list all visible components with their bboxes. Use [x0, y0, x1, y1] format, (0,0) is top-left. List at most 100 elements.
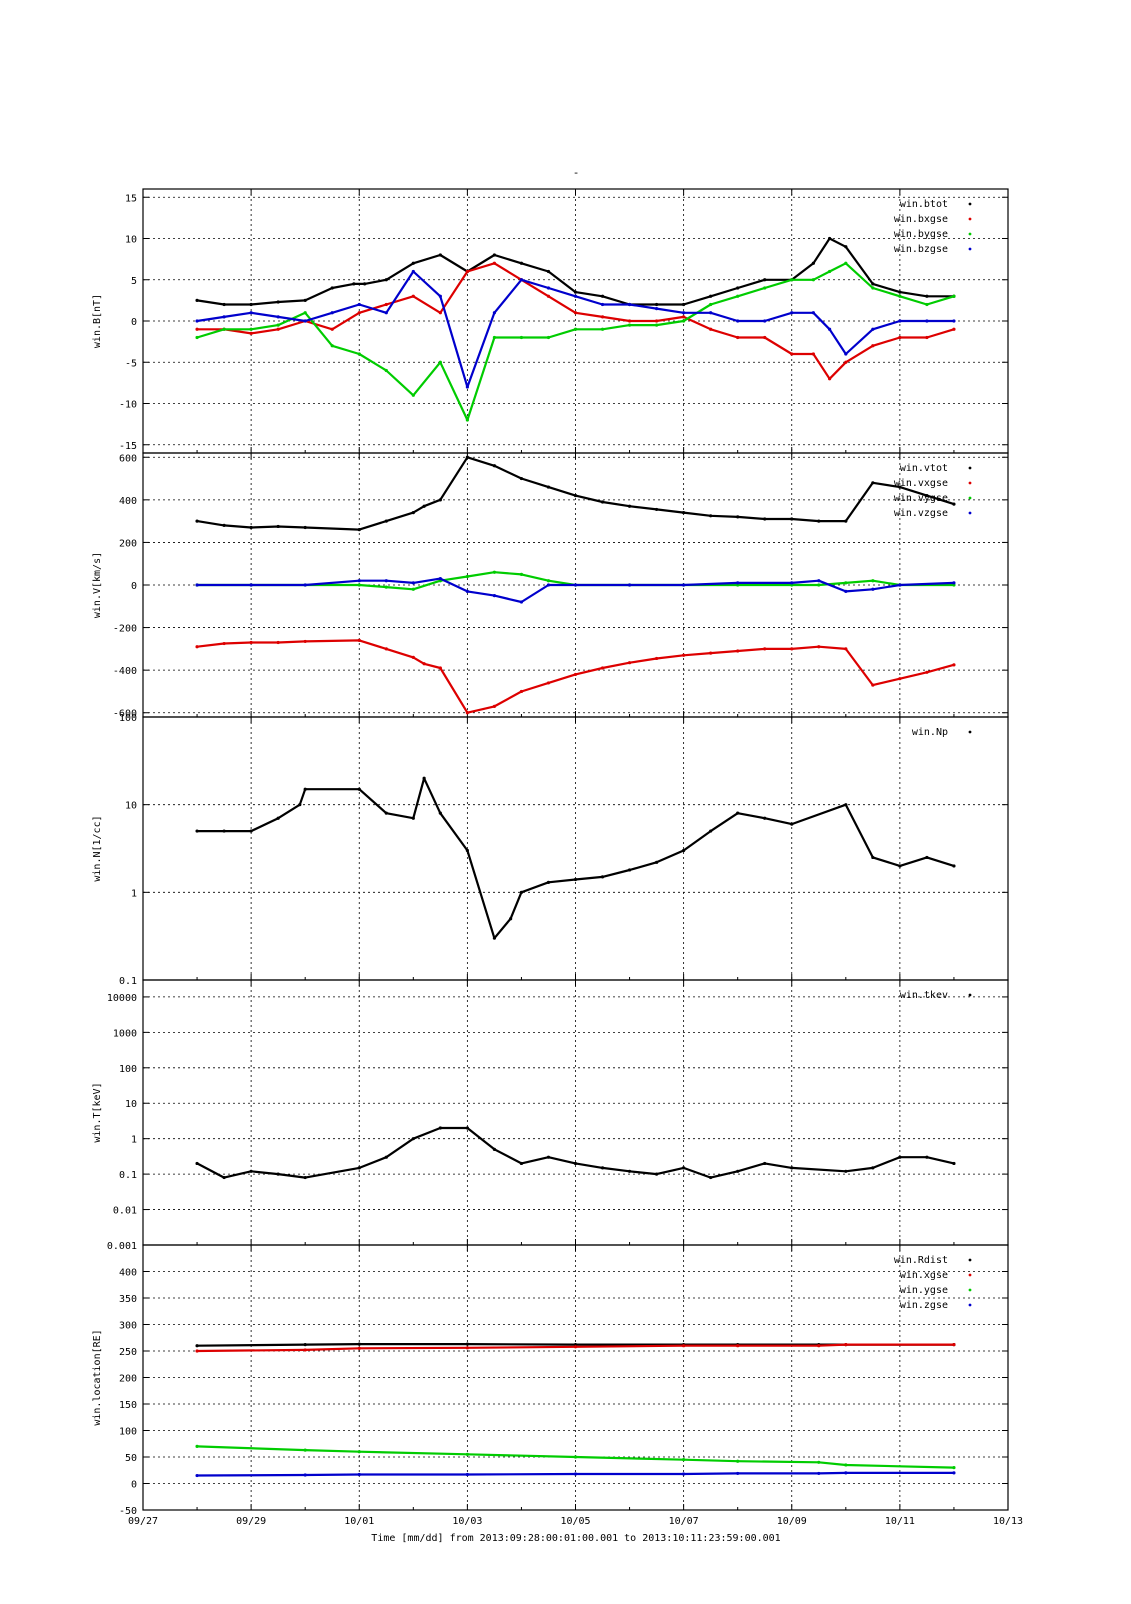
data-point [600, 315, 605, 319]
data-point [438, 666, 442, 670]
data-point [827, 327, 832, 331]
data-point [330, 327, 334, 331]
data-point [682, 315, 686, 319]
data-point [546, 681, 551, 685]
data-point [844, 589, 848, 593]
data-point [438, 811, 442, 815]
legend-marker [968, 730, 972, 734]
data-point [249, 583, 253, 587]
data-point [763, 517, 767, 521]
data-point [817, 1471, 821, 1476]
data-point [811, 352, 815, 356]
data-point [952, 1466, 956, 1470]
data-point [222, 641, 226, 646]
data-point [465, 1346, 469, 1350]
data-point [682, 1458, 686, 1462]
data-point [817, 1460, 821, 1464]
data-point [465, 848, 469, 853]
data-point [573, 290, 578, 294]
data-point [298, 803, 302, 807]
data-point [195, 319, 199, 323]
data-point [519, 476, 524, 481]
data-point [952, 502, 956, 506]
data-point [438, 253, 442, 257]
x-tick-label: 10/11 [885, 1516, 915, 1527]
data-point [411, 587, 415, 591]
data-point [249, 327, 253, 331]
series-line [197, 262, 955, 380]
data-point [654, 323, 659, 327]
data-point [871, 587, 875, 591]
legend-marker [968, 232, 972, 236]
data-point [303, 1348, 307, 1352]
legend-marker [968, 1258, 972, 1262]
data-point [682, 511, 686, 515]
data-point [465, 574, 469, 579]
data-point [357, 787, 361, 791]
series-line [197, 777, 955, 940]
data-point [952, 1471, 956, 1475]
data-point [573, 1472, 578, 1476]
data-point [709, 302, 713, 307]
legend-marker [968, 247, 972, 251]
data-point [790, 822, 794, 826]
data-point [817, 579, 821, 583]
data-point [384, 278, 388, 282]
data-point [952, 864, 956, 868]
data-point [276, 816, 280, 820]
data-point [600, 875, 605, 879]
data-point [952, 581, 956, 585]
x-tick-label: 09/29 [236, 1516, 266, 1527]
y-tick-label: -10 [119, 400, 137, 411]
series-line [197, 1343, 954, 1353]
data-point [303, 319, 307, 323]
data-point [925, 1155, 929, 1159]
data-point [195, 645, 199, 649]
data-point [600, 302, 605, 307]
legend-label: win.bxgse [894, 214, 948, 225]
data-point [357, 1346, 361, 1350]
data-point [736, 319, 740, 323]
data-point [763, 816, 767, 820]
data-point [195, 335, 199, 340]
data-point [357, 302, 361, 307]
data-point [790, 352, 794, 356]
data-point [546, 579, 551, 583]
y-tick-label: 100 [119, 713, 137, 724]
legend-label: win.vygse [894, 493, 948, 504]
y-axis-label: win.N[1/cc] [92, 815, 103, 881]
data-point [682, 319, 686, 323]
data-point [492, 936, 497, 940]
data-point [303, 583, 307, 587]
data-point [519, 261, 524, 265]
data-point [222, 327, 226, 331]
y-tick-label: -15 [119, 441, 137, 452]
data-point [844, 803, 848, 807]
data-point [249, 302, 253, 307]
legend-label: win.bygse [894, 229, 948, 240]
data-point [519, 600, 524, 604]
y-tick-label: 600 [119, 453, 137, 464]
data-point [276, 300, 280, 304]
data-point [357, 311, 361, 315]
data-point [925, 855, 929, 860]
data-point [709, 514, 713, 518]
data-point [465, 269, 469, 274]
data-point [736, 649, 740, 653]
data-point [573, 583, 578, 587]
data-point [573, 311, 578, 315]
data-point [898, 294, 902, 298]
data-point [465, 1342, 469, 1346]
y-tick-label: -200 [113, 624, 137, 635]
y-tick-label: 10 [125, 235, 137, 246]
data-point [709, 829, 713, 833]
data-point [195, 519, 199, 523]
legend-marker [968, 511, 972, 515]
data-point [195, 1349, 199, 1353]
data-point [546, 335, 551, 340]
data-point [411, 581, 415, 585]
data-point [844, 1471, 848, 1475]
data-point [195, 298, 199, 302]
data-point [827, 377, 832, 381]
